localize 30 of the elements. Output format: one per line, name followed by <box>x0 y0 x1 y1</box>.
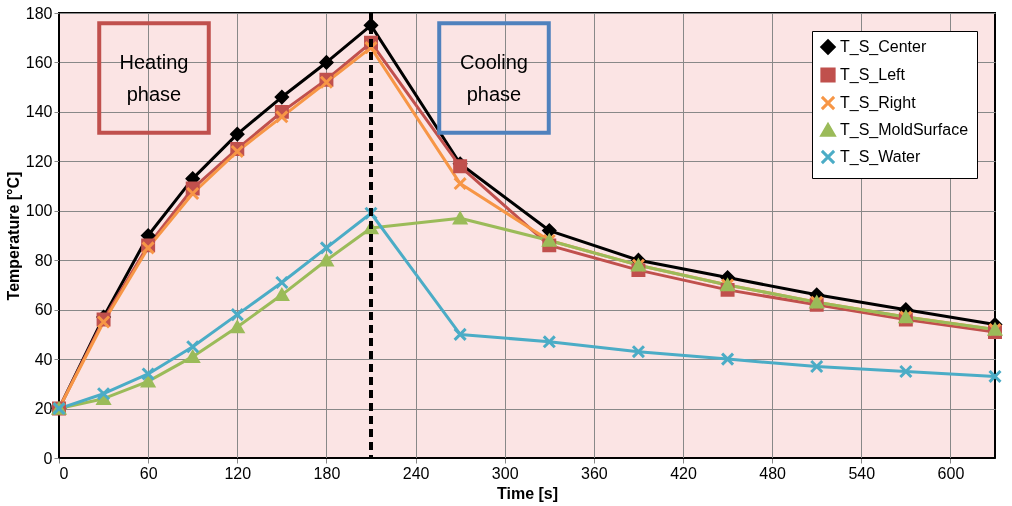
y-tick-label: 60 <box>34 301 53 319</box>
y-tick-label: 100 <box>25 202 53 220</box>
x-tick-label: 540 <box>848 464 876 482</box>
y-axis-title: Temperature [°C] <box>4 171 22 301</box>
x-tick-label: 60 <box>139 464 158 482</box>
y-tick-label: 80 <box>34 251 53 269</box>
y-tick-label: 180 <box>25 4 53 22</box>
legend-label: T_S_Water <box>840 148 921 166</box>
x-tick-label: 240 <box>402 464 430 482</box>
y-tick-label: 120 <box>25 152 53 170</box>
x-tick-label: 420 <box>670 464 697 482</box>
annotation: Heating phase <box>119 51 189 105</box>
x-tick-label: 360 <box>581 464 608 482</box>
x-axis-title: Time [s] <box>496 484 559 502</box>
x-tick-label: 0 <box>59 464 69 482</box>
x-tick-label: 120 <box>224 464 252 482</box>
x-tick-label: 300 <box>491 464 519 482</box>
legend-label: T_S_Center <box>840 38 927 56</box>
y-tick-label: 0 <box>43 449 53 467</box>
y-tick-label: 40 <box>34 350 53 368</box>
legend-label: T_S_Left <box>840 66 906 84</box>
legend-label: T_S_MoldSurface <box>840 121 969 139</box>
x-tick-label: 480 <box>759 464 787 482</box>
legend-label: T_S_Right <box>840 94 917 112</box>
annotation: Cooling phase <box>460 51 528 105</box>
y-tick-label: 140 <box>25 103 53 121</box>
y-tick-label: 160 <box>25 53 53 71</box>
y-tick-label: 20 <box>34 400 53 418</box>
x-tick-label: 180 <box>313 464 341 482</box>
x-tick-label: 600 <box>937 464 965 482</box>
